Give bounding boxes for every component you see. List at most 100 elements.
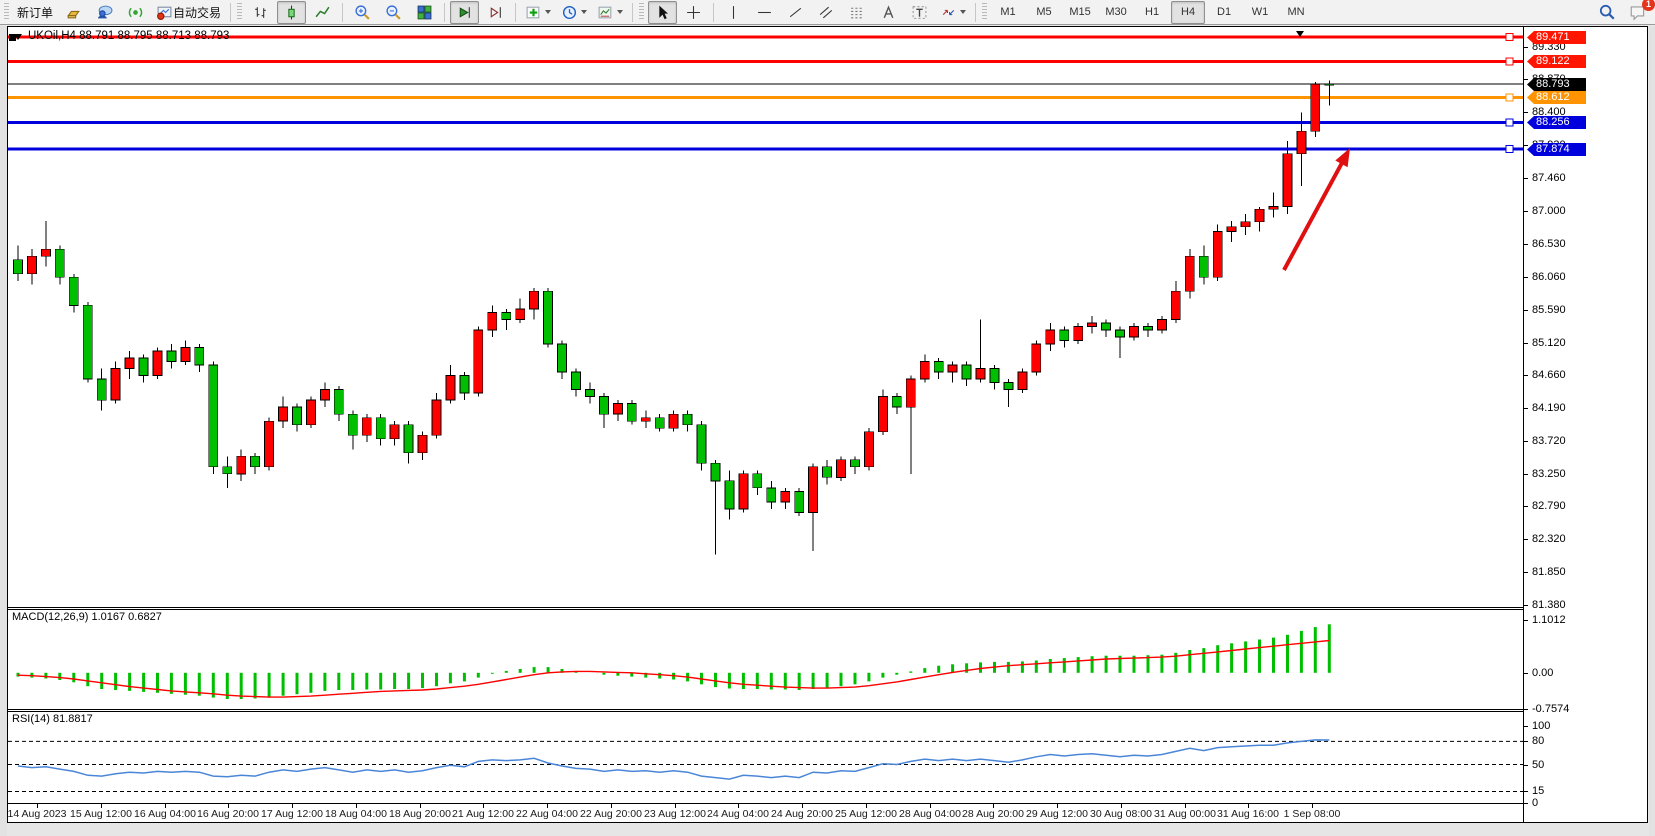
text-label-button[interactable] (905, 1, 934, 24)
horizontal-line-button[interactable] (750, 1, 779, 24)
fibonacci-icon (851, 7, 864, 18)
price-tick-label: 81.850 (1532, 566, 1566, 578)
toolbar-separator (713, 2, 715, 22)
toolbar-grip[interactable] (4, 3, 9, 21)
price-pane[interactable]: UKOil,H4 88.791 88.795 88.713 88.793 (8, 27, 1523, 607)
timeframe-button-M30[interactable]: M30 (1105, 6, 1127, 18)
chart-menu-arrow-icon[interactable] (1296, 31, 1304, 37)
trendline-button[interactable] (781, 1, 810, 24)
timeframe-button-D1[interactable]: D1 (1217, 6, 1232, 18)
timeframe-button-H1[interactable]: H1 (1145, 6, 1160, 18)
time-axis-tick (547, 804, 548, 808)
pane-splitter[interactable] (8, 711, 1647, 712)
indicators-button[interactable] (521, 1, 555, 24)
arrows-button[interactable] (936, 1, 970, 24)
timeframe-button-MN[interactable]: MN (1287, 6, 1305, 18)
pane-splitter[interactable] (8, 709, 1647, 710)
timeframe-group: M1 M5 M15 M30 H1 H4 D1 W1 MN (990, 0, 1314, 24)
price-tick-label: 83.720 (1532, 435, 1566, 447)
axis-tick-mark (1524, 539, 1528, 540)
axis-tick-mark (1524, 572, 1528, 573)
window-list-arrow-icon[interactable] (14, 34, 22, 40)
macd-signal-line (17, 639, 1330, 698)
vertical-line-button[interactable] (719, 1, 748, 24)
toolbar-grip[interactable] (982, 3, 988, 21)
right-window-edge[interactable] (1649, 26, 1655, 836)
price-badge: 88.256 (1527, 116, 1586, 129)
horizontal-lines[interactable] (8, 33, 1523, 154)
text-button[interactable] (874, 1, 903, 24)
price-pane-canvas[interactable] (8, 27, 1523, 607)
rsi-tick-label: 100 (1532, 720, 1551, 732)
macd-tick-label: 1.1012 (1532, 614, 1566, 626)
line-chart-icon (315, 6, 330, 17)
time-axis-label: 16 Aug 20:00 (197, 808, 259, 820)
crosshair-button[interactable] (679, 1, 708, 24)
fibonacci-button[interactable] (843, 1, 872, 24)
price-badge: 87.874 (1527, 143, 1586, 156)
pane-splitter[interactable] (8, 607, 1647, 608)
macd-pane[interactable]: MACD(12,26,9) 1.0167 0.6827 (8, 610, 1523, 709)
candlestick-chart-button[interactable] (277, 0, 307, 24)
axis-tick-mark (1524, 741, 1528, 742)
axis-tick-mark (1524, 709, 1528, 710)
axis-tick-mark (1524, 605, 1528, 606)
periods-button[interactable] (557, 1, 591, 24)
time-axis-label: 21 Aug 12:00 (452, 808, 514, 820)
new-order-button[interactable]: 新订单 (13, 1, 57, 24)
timeframe-button-M1[interactable]: M1 (1000, 6, 1016, 18)
axis-tick-mark (1524, 506, 1528, 507)
time-axis-label: 14 Aug 2023 (7, 808, 67, 820)
toolbar-grip[interactable] (237, 3, 243, 21)
axis-tick-mark (1524, 408, 1528, 409)
signals-button[interactable] (121, 1, 150, 24)
rsi-pane[interactable]: RSI(14) 81.8817 (8, 712, 1523, 803)
macd-pane-canvas[interactable] (8, 610, 1523, 709)
axis-tick-mark (1524, 726, 1528, 727)
arrows-dropdown-caret[interactable] (960, 10, 967, 14)
chart-window: UKOil,H4 88.791 88.795 88.713 88.793 MAC… (7, 26, 1648, 823)
timeframe-button-M15[interactable]: M15 (1069, 6, 1091, 18)
arrows-icon (942, 9, 955, 15)
tile-windows-button[interactable] (410, 1, 439, 24)
line-chart-button[interactable] (308, 1, 337, 24)
community-button[interactable] (90, 1, 119, 24)
bar-chart-button[interactable] (246, 1, 275, 24)
zoom-in-button[interactable] (348, 1, 377, 24)
templates-dropdown-caret[interactable] (617, 10, 624, 14)
funds-button[interactable] (59, 1, 88, 24)
autotrading-button[interactable]: 自动交易 (152, 1, 225, 24)
price-axis[interactable]: 89.33088.87088.40087.93087.46087.00086.5… (1523, 27, 1647, 822)
time-axis-tick (292, 804, 293, 808)
funds-icon (67, 10, 80, 18)
notifications-button[interactable]: 1 (1623, 0, 1655, 24)
rsi-pane-canvas[interactable] (8, 712, 1523, 803)
indicators-dropdown-caret[interactable] (545, 10, 552, 14)
horizontal-line-icon (758, 11, 771, 13)
timeframe-button-M5[interactable]: M5 (1036, 6, 1052, 18)
time-axis-label: 22 Aug 04:00 (516, 808, 578, 820)
zoom-out-button[interactable] (379, 1, 408, 24)
price-badge: 88.612 (1527, 91, 1586, 104)
chart-shift-button[interactable] (481, 1, 510, 24)
templates-button[interactable] (593, 1, 627, 24)
pane-splitter[interactable] (8, 609, 1647, 610)
axis-tick-mark (1524, 474, 1528, 475)
auto-scroll-button[interactable] (450, 0, 480, 24)
cursor-button[interactable] (648, 0, 678, 24)
toolbar-grip[interactable] (639, 3, 645, 21)
periods-dropdown-caret[interactable] (581, 10, 588, 14)
rsi-tick-label: 80 (1532, 735, 1545, 747)
time-axis[interactable]: 14 Aug 2023 15 Aug 12:00 16 Aug 04:00 16 Au… (7, 803, 1647, 822)
timeframe-button-H4[interactable]: H4 (1171, 0, 1206, 24)
price-tick-label: 84.190 (1532, 402, 1566, 414)
axis-tick-mark (1524, 145, 1528, 146)
equidistant-channel-button[interactable] (812, 1, 841, 24)
bar-chart-icon (255, 6, 266, 18)
axis-tick-mark (1524, 620, 1528, 621)
trend-arrow-annotation[interactable] (1282, 148, 1350, 271)
timeframe-button-W1[interactable]: W1 (1251, 6, 1269, 18)
toolbar-separator (444, 2, 446, 22)
search-button[interactable] (1592, 1, 1621, 24)
